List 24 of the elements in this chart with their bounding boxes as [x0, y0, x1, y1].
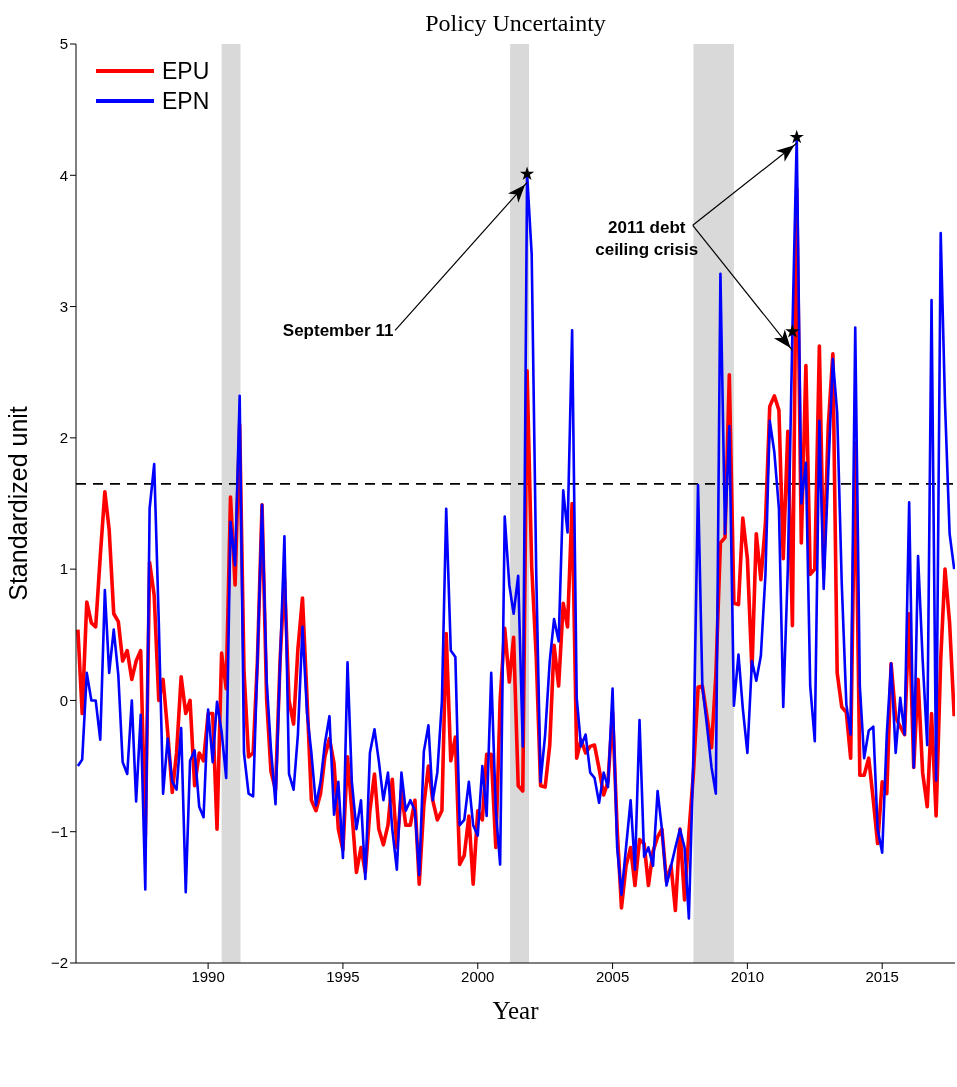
chart-title: Policy Uncertainty [424, 10, 607, 37]
y-tick-label: −1 [50, 823, 68, 841]
point [789, 129, 804, 144]
legend-label: EPN [162, 87, 210, 115]
x-axis-title: Year [492, 997, 540, 1024]
annotation: 2011 debt ceiling crisis [594, 217, 700, 262]
point [519, 166, 535, 181]
x-tick-label: 1995 [326, 967, 360, 985]
y-axis-title: Standardized unit [3, 406, 32, 601]
y-tick-label: 4 [59, 166, 68, 184]
y-tick-label: 2 [59, 429, 68, 447]
x-tick-label: 2015 [865, 967, 899, 985]
point [785, 323, 800, 338]
annotation: September 11 [281, 320, 395, 343]
legend-label: EPU [162, 57, 210, 85]
x-tick-label: 2005 [595, 967, 630, 985]
y-tick-label: 1 [59, 560, 68, 578]
y-tick-label: 0 [59, 691, 68, 709]
x-tick-label: 2010 [730, 967, 765, 985]
y-tick-label: 3 [59, 297, 68, 315]
x-tick-label: 1990 [191, 967, 225, 985]
y-tick-label: 5 [59, 35, 68, 53]
y-tick-label: −2 [50, 954, 68, 972]
x-tick-label: 2000 [461, 967, 495, 985]
